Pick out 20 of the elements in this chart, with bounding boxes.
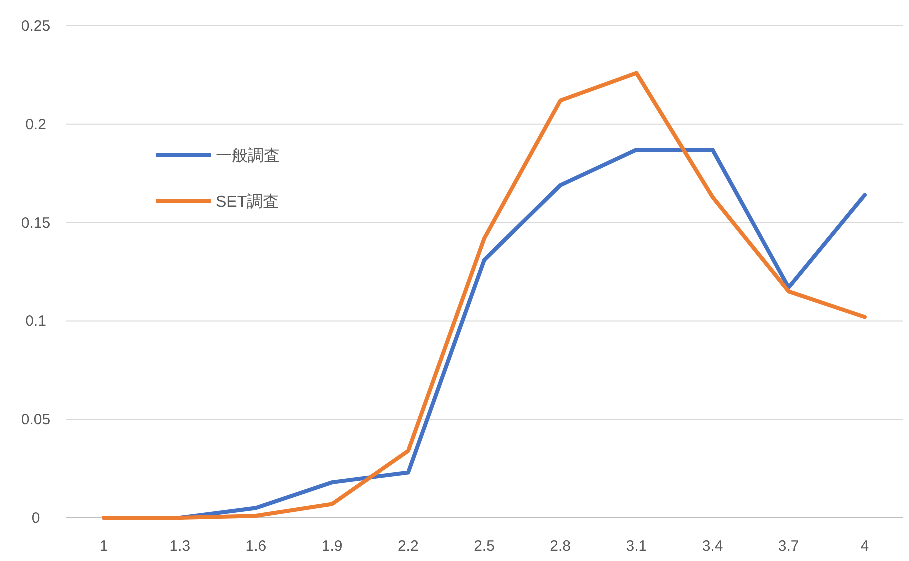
x-tick-label: 2.5 — [474, 538, 495, 555]
x-tick-label: 1 — [100, 538, 108, 555]
y-tick-label: 0.2 — [26, 116, 46, 134]
y-tick-label: 0.15 — [21, 214, 51, 232]
y-tick-label: 0.1 — [26, 313, 46, 330]
legend-label: 一般調査 — [216, 147, 280, 165]
x-tick-label: 1.6 — [246, 538, 267, 555]
x-tick-label: 4 — [860, 538, 870, 555]
x-tick-label: 2.2 — [398, 538, 419, 555]
x-tick-label: 1.9 — [322, 538, 343, 555]
x-tick-label: 3.7 — [778, 538, 800, 555]
line-series — [102, 71, 867, 520]
x-tick-label: 3.4 — [702, 538, 724, 555]
x-tick-label: 3.1 — [626, 538, 648, 555]
legend-label: SET調査 — [216, 193, 280, 211]
y-tick-label: 0.05 — [21, 412, 51, 429]
y-tick-label: 0 — [32, 510, 40, 527]
y-tick-label: 0.25 — [21, 18, 51, 35]
x-tick-label: 1.3 — [170, 538, 191, 555]
x-tick-label: 2.8 — [550, 538, 572, 555]
